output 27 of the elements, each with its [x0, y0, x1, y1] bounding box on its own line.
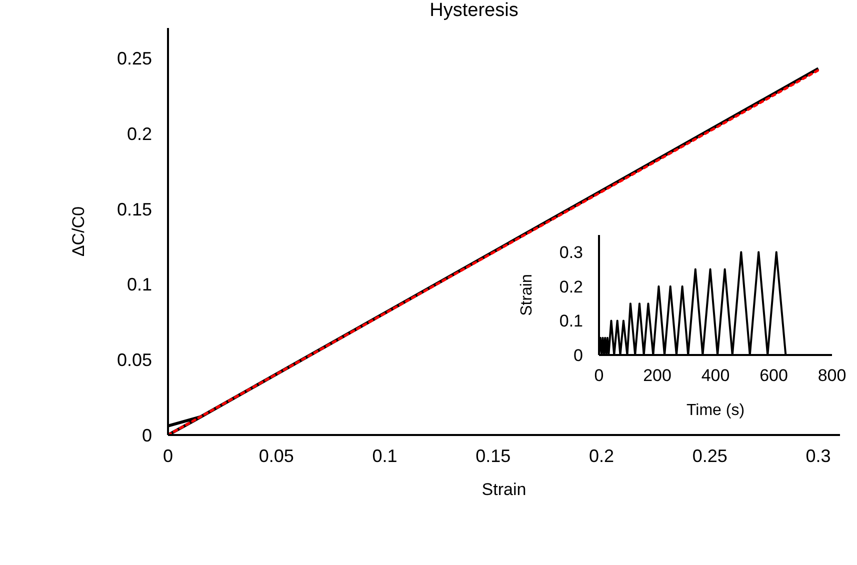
x-tick-label: 0.05	[258, 446, 294, 466]
x-tick-label: 600	[760, 366, 788, 386]
y-tick-label: 0.15	[116, 199, 152, 220]
y-tick-label: 0.3	[559, 243, 583, 262]
chart-title: Hysteresis	[428, 0, 520, 22]
y-tick-label: 0.1	[126, 274, 152, 295]
y-tick-label: 0.05	[116, 350, 152, 370]
x-axis-title: Strain	[482, 480, 526, 499]
y-tick-label: 0.2	[126, 124, 152, 144]
y-tick-label: 0.1	[559, 312, 583, 331]
y-tick-label: 0.25	[116, 48, 152, 69]
x-tick-label: 800	[818, 366, 846, 386]
x-tick-label: 0.25	[692, 446, 728, 466]
x-tick-label: 0.3	[806, 446, 831, 466]
x-tick-label: 0.1	[372, 446, 398, 466]
x-tick-label: 400	[701, 366, 730, 386]
y-tick-label: 0	[142, 425, 152, 446]
x-tick-label: 0	[162, 446, 174, 466]
y-tick-label: 0	[574, 346, 583, 366]
y-axis-title: Strain	[518, 274, 536, 316]
x-tick-label: 200	[643, 366, 672, 386]
y-tick-label: 0.2	[559, 277, 583, 296]
x-tick-label: 0.2	[589, 446, 614, 466]
x-axis-title: Time (s)	[686, 402, 745, 419]
x-tick-label: 0	[594, 366, 604, 386]
x-tick-label: 0.15	[476, 446, 511, 466]
y-axis-title: ΔC/C0	[69, 206, 88, 257]
